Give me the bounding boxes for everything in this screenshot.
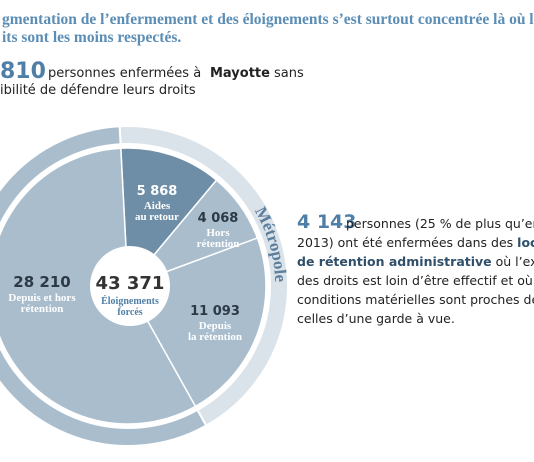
category-label: Depuis [199, 320, 232, 332]
mayotte-text: ibilité de défendre leurs droits [0, 83, 196, 98]
note-number: 4 143 [297, 211, 357, 233]
mayotte-number: 810 [0, 59, 46, 84]
center-label: forcés [117, 307, 142, 318]
value-label: 11 093 [190, 304, 240, 319]
value-label: 5 868 [137, 184, 178, 199]
category-label: la rétention [188, 331, 242, 343]
note-run: locaux [517, 235, 534, 250]
note-run: personnes (25 % de plus qu’er [346, 216, 534, 231]
mayotte-text: personnes enfermées à [48, 66, 201, 81]
category-label: Aides [144, 200, 171, 212]
title-line: its sont les moins respectés. [2, 29, 181, 46]
note-run: de rétention administrative [297, 254, 492, 269]
center-value: 43 371 [96, 273, 165, 294]
category-label: rétention [21, 303, 64, 315]
center-circle [90, 246, 170, 326]
mayotte-text: Mayotte [210, 66, 270, 81]
center-label: Éloignements [101, 295, 159, 307]
category-label: au retour [135, 211, 179, 223]
note-run: 2013) ont été enfermées dans des [297, 235, 517, 250]
value-label: 28 210 [13, 273, 70, 291]
note-line: des droits est loin d’être effectif et o… [297, 273, 534, 288]
note-run: des droits est loin d’être effectif et o… [297, 273, 534, 288]
note-line: 2013) ont été enfermées dans des locaux [297, 235, 534, 250]
mayotte-text: sans [274, 66, 304, 81]
category-label: rétention [197, 238, 240, 250]
note-run: conditions matérielles sont proches de [297, 292, 534, 307]
note-line: conditions matérielles sont proches de [297, 292, 534, 307]
title-line: gmentation de l’enfermement et des éloig… [2, 11, 534, 28]
value-label: 4 068 [198, 211, 239, 226]
ring-segment [0, 125, 208, 447]
note-line: celles d’une garde à vue. [297, 311, 455, 326]
category-label: Hors [206, 227, 230, 239]
category-label: Depuis et hors [8, 292, 76, 304]
note-line: de rétention administrative où l’exercic… [297, 254, 534, 269]
note-run: celles d’une garde à vue. [297, 311, 455, 326]
note-line: personnes (25 % de plus qu’er [346, 216, 534, 231]
note-run: où l’exercice [492, 254, 534, 269]
